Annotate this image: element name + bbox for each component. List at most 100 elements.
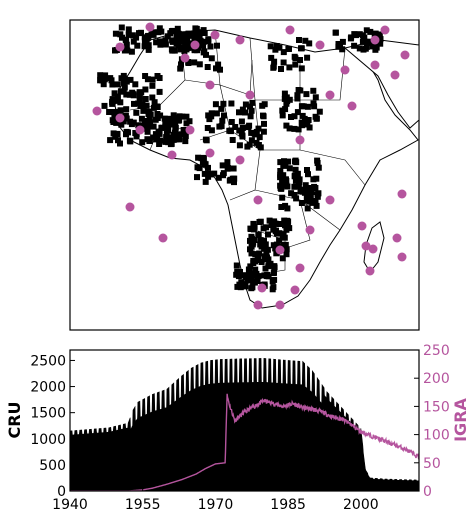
- cru-station-marker: [261, 245, 268, 252]
- cru-station-marker: [261, 120, 267, 127]
- cru-station-marker: [117, 88, 124, 95]
- cru-station-marker: [280, 59, 287, 66]
- cru-station-marker: [170, 27, 177, 34]
- cru-station-marker: [249, 284, 256, 291]
- cru-station-marker: [291, 183, 298, 190]
- cru-station-marker: [228, 100, 235, 107]
- cru-station-marker: [239, 133, 246, 140]
- plot-frame: [69, 349, 420, 492]
- cru-station-marker: [283, 122, 290, 129]
- cru-station-marker: [294, 95, 301, 102]
- cru-station-marker: [127, 76, 134, 83]
- cru-station-marker: [311, 103, 318, 110]
- cru-station-marker: [123, 41, 130, 48]
- igra-line: [70, 393, 419, 491]
- igra-station-marker: [397, 189, 407, 199]
- cru-station-marker: [220, 170, 227, 177]
- cru-station-marker: [167, 135, 174, 142]
- cru-station-marker: [167, 141, 174, 148]
- y-left-tick-label: 500: [39, 458, 66, 474]
- igra-station-marker: [167, 150, 177, 160]
- cru-station-marker: [231, 179, 237, 186]
- cru-station-marker: [172, 121, 179, 128]
- cru-station-marker: [242, 274, 249, 281]
- cru-station-marker: [284, 183, 291, 190]
- igra-station-marker: [380, 25, 390, 35]
- igra-series: [70, 393, 419, 491]
- cru-station-marker: [213, 110, 220, 117]
- cru-station-marker: [107, 75, 114, 82]
- cru-station-marker: [376, 31, 383, 38]
- cru-station-marker: [296, 176, 303, 183]
- cru-station-marker: [177, 131, 183, 138]
- cru-station-marker: [142, 118, 148, 124]
- cru-station-marker: [257, 144, 264, 151]
- cru-station-marker: [208, 110, 215, 117]
- igra-station-marker: [180, 53, 190, 63]
- cru-station-marker: [173, 30, 180, 37]
- cru-station-marker: [194, 174, 200, 181]
- igra-station-marker: [275, 245, 285, 255]
- cru-station-marker: [139, 101, 146, 108]
- cru-station-marker: [119, 34, 125, 41]
- cru-station-marker: [306, 40, 313, 47]
- cru-station-marker: [363, 43, 370, 50]
- cru-station-marker: [281, 158, 287, 165]
- cru-station-marker: [276, 237, 283, 244]
- cru-station-marker: [213, 65, 219, 72]
- cru-station-marker: [313, 115, 320, 122]
- cru-station-marker: [110, 119, 117, 125]
- cru-station-marker: [207, 43, 214, 50]
- cru-station-marker: [149, 82, 156, 89]
- cru-station-marker: [202, 178, 209, 185]
- cru-station-marker: [288, 190, 295, 197]
- cru-station-marker: [277, 168, 284, 174]
- cru-station-marker: [278, 66, 284, 72]
- cru-station-marker: [351, 31, 358, 38]
- cru-station-marker: [101, 102, 108, 109]
- x-tick-label: 1940: [52, 497, 88, 513]
- cru-station-marker: [211, 170, 218, 177]
- cru-station-marker: [204, 64, 211, 70]
- cru-station-marker: [257, 218, 264, 225]
- cru-station-marker: [182, 129, 189, 136]
- cru-station-marker: [250, 278, 257, 285]
- cru-station-marker: [113, 97, 120, 104]
- cru-station-marker: [184, 41, 191, 48]
- cru-station-marker: [259, 102, 266, 109]
- cru-station-marker: [176, 116, 183, 123]
- cru-station-marker: [161, 115, 168, 122]
- cru-station-marker: [270, 64, 277, 71]
- cru-station-marker: [228, 119, 235, 125]
- cru-station-marker: [261, 237, 267, 244]
- cru-station-marker: [158, 124, 165, 131]
- cru-station-marker: [286, 125, 293, 132]
- cru-station-marker: [266, 217, 273, 224]
- cru-station-marker: [138, 115, 145, 122]
- cru-station-marker: [303, 194, 310, 201]
- cru-station-marker: [111, 109, 118, 115]
- igra-station-marker: [361, 241, 371, 251]
- igra-station-marker: [190, 40, 200, 50]
- cru-station-marker: [163, 135, 170, 142]
- cru-station-marker: [231, 175, 238, 182]
- cru-station-marker: [233, 262, 240, 269]
- cru-station-marker: [248, 129, 255, 136]
- cru-station-marker: [271, 263, 278, 270]
- cru-station-marker: [286, 64, 293, 71]
- cru-station-marker: [304, 54, 311, 61]
- cru-station-marker: [155, 129, 162, 136]
- cru-station-marker: [292, 61, 299, 68]
- cru-station-marker: [272, 46, 279, 53]
- cru-station-marker: [162, 37, 169, 44]
- cru-station-marker: [247, 103, 253, 110]
- cru-station-marker: [102, 72, 109, 79]
- cru-station-marker: [248, 274, 255, 281]
- cru-station-marker: [298, 45, 304, 52]
- cru-station-marker: [307, 185, 314, 192]
- y-right-tick-label: 200: [423, 371, 450, 387]
- cru-station-marker: [279, 233, 286, 240]
- x-tick-label: 1955: [125, 497, 161, 513]
- cru-station-marker: [191, 34, 198, 41]
- cru-station-marker: [246, 141, 253, 148]
